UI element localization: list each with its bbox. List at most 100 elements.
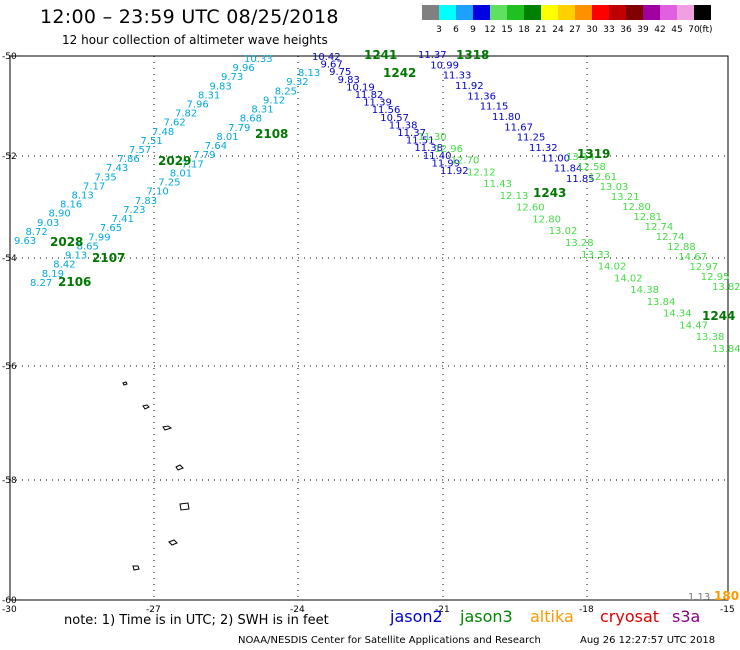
island-outline: [175, 464, 184, 471]
wave-height-value: 7.35: [95, 172, 117, 183]
legend-jason2: jason2: [390, 607, 443, 626]
wave-height-value: 10.42: [312, 52, 341, 63]
wave-height-value: 8.31: [251, 105, 273, 116]
pass-time-label: 1318: [456, 48, 489, 62]
wave-height-value: 14.34: [663, 309, 692, 320]
generation-timestamp: Aug 26 12:27:57 UTC 2018: [580, 635, 716, 646]
color-scale-label: 18: [518, 25, 530, 35]
map-title: 12:00 – 23:59 UTC 08/25/2018: [40, 6, 339, 28]
color-scale-swatch: [677, 5, 694, 20]
wave-height-value: 11.80: [492, 112, 521, 123]
color-scale-label: 70: [688, 25, 700, 35]
latitude-label: -52: [2, 152, 17, 162]
pass-time-label: 1242: [383, 66, 416, 80]
wave-height-value: 10.57: [380, 113, 409, 124]
wave-height-value: 9.83: [210, 81, 232, 92]
wave-height-value: 8.16: [60, 200, 82, 211]
pass-time-label: 2108: [255, 127, 288, 141]
wave-height-value: 7.25: [158, 178, 180, 189]
wave-height-value: 12.81: [633, 212, 662, 223]
wave-height-value: 12.61: [589, 172, 618, 183]
color-scale-label: 15: [501, 25, 513, 35]
color-scale-swatch: [507, 5, 524, 20]
color-scale-label: 45: [671, 25, 683, 35]
color-scale-label: 6: [453, 25, 459, 35]
wave-height-value: 13.33: [581, 250, 610, 261]
legend-jason3: jason3: [460, 607, 513, 626]
legend-cryosat: cryosat: [600, 607, 660, 626]
wave-height-value: 13.82: [712, 282, 740, 293]
wave-height-value: 12.13: [500, 191, 529, 202]
legend-altika: altika: [530, 607, 574, 626]
wave-height-value: 9.32: [286, 77, 308, 88]
wave-height-value: 8.13: [298, 68, 320, 79]
wave-height-value: 14.02: [598, 262, 627, 273]
wave-height-value: 8.90: [49, 209, 71, 220]
color-scale-swatch: [575, 5, 592, 20]
wave-height-value: 9.96: [233, 63, 255, 74]
pass-time-label: 1244: [702, 309, 735, 323]
map-grid: [10, 56, 728, 600]
wave-height-value: 11.32: [529, 143, 558, 154]
island-outline: [162, 425, 173, 431]
pass-time-label: 2028: [50, 235, 83, 249]
color-scale-label: 21: [535, 25, 547, 35]
map-frame: [9, 55, 729, 601]
color-scale-swatch: [626, 5, 643, 20]
legend-s3a: s3a: [672, 607, 701, 626]
wave-height-value: 13.84: [712, 344, 740, 355]
note-text: note: 1) Time is in UTC; 2) SWH is in fe…: [64, 613, 329, 628]
wave-height-value: 13.02: [549, 226, 578, 237]
color-scale-label: 24: [552, 25, 564, 35]
wave-height-value: 7.51: [141, 136, 163, 147]
color-scale-label: 30: [586, 25, 598, 35]
color-scale-swatch: [439, 5, 456, 20]
wave-height-value: 12.58: [577, 162, 606, 173]
wave-height-value: 7.43: [106, 163, 128, 174]
wave-height-value: 7.17: [83, 181, 105, 192]
color-scale-label: 27: [569, 25, 581, 35]
wave-height-value: 12.80: [622, 202, 651, 213]
wave-height-value: 8.31: [198, 90, 220, 101]
latitude-label: -50: [2, 52, 17, 62]
pass-time-label: 1243: [533, 186, 566, 200]
wave-height-value: 7.10: [147, 187, 169, 198]
island-outline: [122, 381, 128, 386]
map-axis-labels: -50 -52 -54 -56 -58 -60-30 -27 -24 -21 -18 -15: [2, 52, 735, 615]
wave-height-value: 12.95: [701, 272, 730, 283]
wave-height-value: 7.83: [135, 196, 157, 207]
island-outline: [142, 404, 150, 410]
wave-height-value: 10.19: [346, 82, 375, 93]
longitude-label: -21: [435, 605, 450, 615]
wave-height-value: 11.30: [418, 132, 447, 143]
longitude-label: -27: [146, 605, 161, 615]
longitude-label: -15: [720, 605, 735, 615]
wave-height-value: 13.28: [565, 238, 594, 249]
wave-height-value: 8.19: [42, 269, 64, 280]
wave-height-value: 8.25: [275, 86, 297, 97]
wave-height-value: 12.12: [467, 167, 496, 178]
wave-height-value: 7.48: [152, 127, 174, 138]
wave-height-value: 11.33: [443, 71, 472, 82]
wave-height-value: 7.65: [100, 223, 122, 234]
wave-height-value: 11.00: [541, 153, 570, 164]
wave-height-value: 10.33: [244, 54, 273, 65]
wave-height-value: 12.74: [645, 222, 674, 233]
wave-height-value: 9.63: [14, 236, 36, 247]
wave-height-value: 13.14: [566, 152, 595, 163]
wave-height-value: 11.39: [363, 98, 392, 109]
wave-height-value: 8.68: [240, 114, 262, 125]
color-scale-swatch: [643, 5, 660, 20]
wave-height-value: 7.79: [228, 123, 250, 134]
wave-height-value: 11.37: [418, 50, 447, 61]
wave-height-value: 12.97: [690, 262, 719, 273]
wave-height-value: 11.40: [423, 151, 452, 162]
wave-height-value: 13.84: [647, 297, 676, 308]
longitude-label: -30: [2, 605, 17, 615]
pass-time-label: 1241: [364, 48, 397, 62]
wave-height-value: 9.73: [221, 72, 243, 83]
color-scale-label: 12: [484, 25, 496, 35]
wave-height-value: 9.83: [338, 75, 360, 86]
wave-height-value: 11.99: [432, 158, 461, 169]
